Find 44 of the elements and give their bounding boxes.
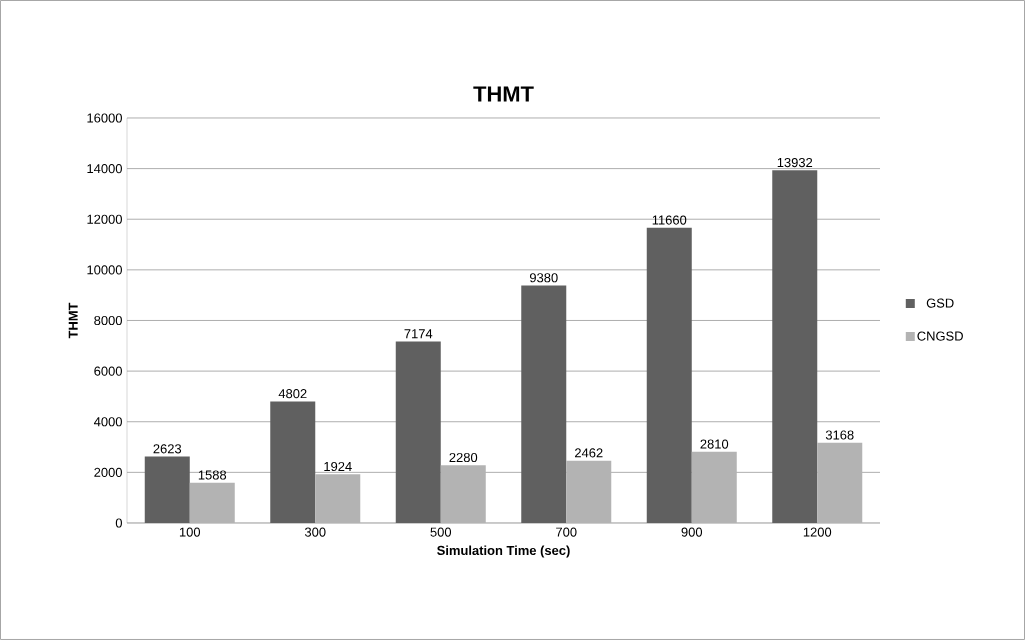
bar [691, 451, 737, 523]
data-label: 11660 [652, 215, 687, 225]
x-tick-label: 100 [179, 527, 201, 537]
bar [189, 482, 235, 523]
legend-label: GSD [926, 298, 954, 308]
y-tick-label: 4000 [93, 417, 122, 427]
y-axis-title: THMT [68, 302, 78, 339]
data-label: 7174 [404, 329, 433, 339]
data-label: 2810 [700, 439, 729, 449]
bar [521, 285, 567, 523]
data-label: 1588 [198, 470, 227, 480]
y-tick-label: 12000 [87, 214, 122, 224]
data-label: 2280 [449, 452, 478, 463]
data-label: 2623 [153, 444, 182, 454]
x-tick-label: 300 [304, 527, 326, 537]
data-label: 4802 [278, 389, 307, 399]
data-label: 3168 [825, 430, 854, 440]
bar [646, 227, 692, 523]
data-label: 1924 [324, 461, 352, 472]
y-tick-label: 6000 [94, 366, 122, 376]
data-label: 2462 [575, 448, 603, 458]
x-tick-label: 500 [430, 527, 452, 537]
x-tick-label: 900 [681, 527, 703, 537]
y-tick-label: 16000 [87, 113, 122, 123]
bar [144, 456, 190, 523]
bar [395, 341, 441, 523]
bar [772, 170, 818, 523]
bar [566, 460, 612, 523]
x-tick-label: 1200 [803, 527, 832, 537]
chart-title: THMT [473, 86, 534, 102]
legend-label: CNGSD [917, 331, 963, 341]
y-tick-label: 2000 [94, 467, 122, 477]
data-label: 9380 [529, 273, 558, 283]
bar [270, 401, 316, 523]
data-label: 13932 [777, 157, 813, 168]
y-tick-label: 0 [115, 518, 122, 528]
y-tick-label: 14000 [87, 164, 122, 174]
y-tick-label: 10000 [87, 265, 122, 275]
x-tick-label: 700 [556, 527, 577, 537]
y-tick-label: 8000 [94, 315, 122, 326]
x-axis-title: Simulation Time (sec) [437, 545, 570, 558]
bar [440, 465, 486, 523]
bar [817, 442, 863, 523]
bar [315, 474, 361, 523]
